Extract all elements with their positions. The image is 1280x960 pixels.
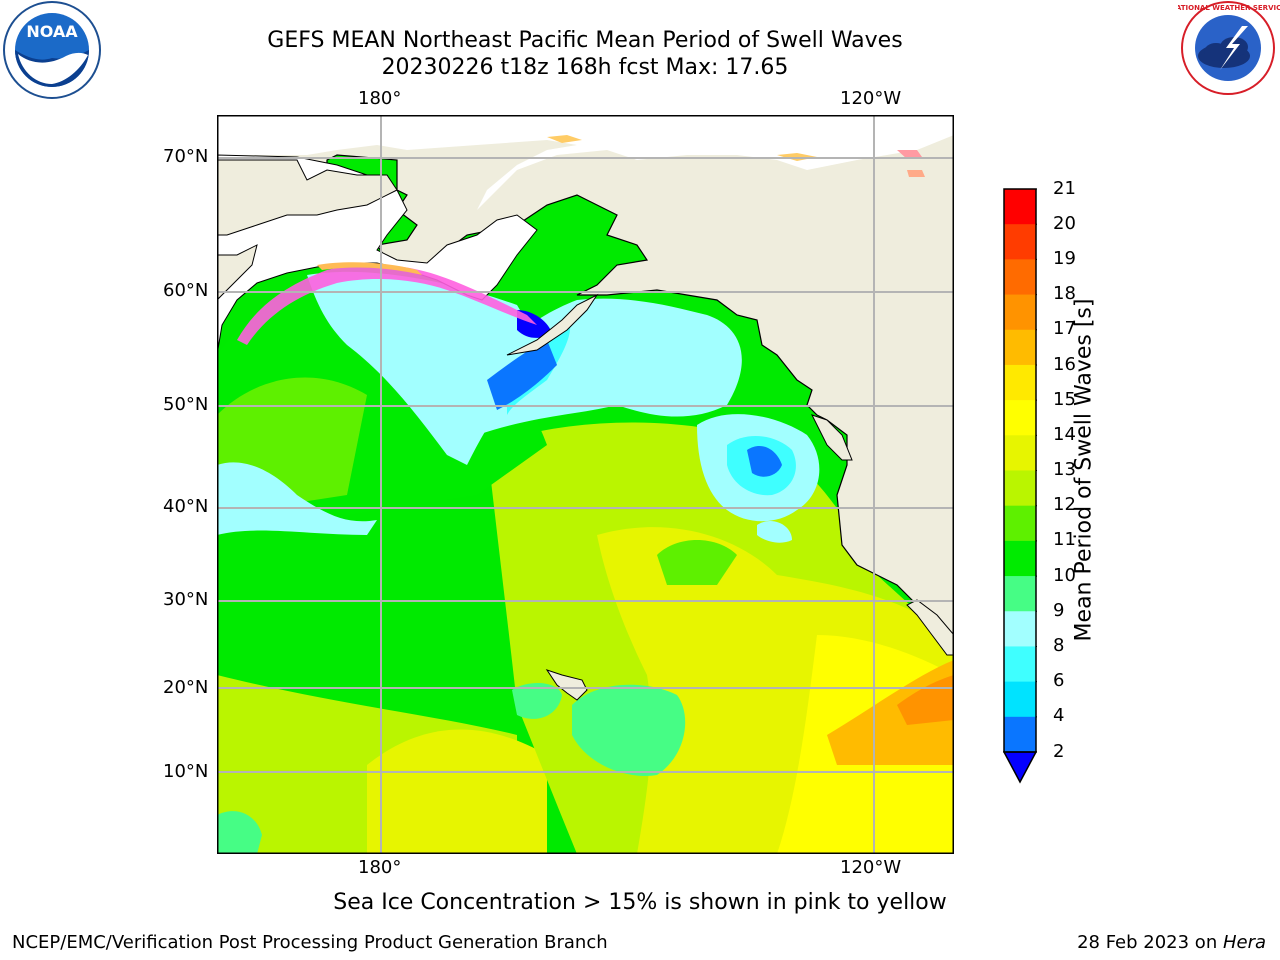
chart-title: GEFS MEAN Northeast Pacific Mean Period … bbox=[267, 28, 903, 53]
chart-subtitle: 20230226 t18z 168h fcst Max: 17.65 bbox=[381, 55, 789, 80]
colorbar-under-arrow bbox=[1002, 751, 1038, 784]
sea-ice-caption: Sea Ice Concentration > 15% is shown in … bbox=[333, 890, 947, 915]
colorbar-tick-14: 14 bbox=[1053, 424, 1076, 445]
colorbar-segment bbox=[1004, 716, 1036, 753]
lat-label-70n: 70°N bbox=[163, 146, 209, 167]
lat-label-50n: 50°N bbox=[163, 394, 209, 415]
colorbar-tick-20: 20 bbox=[1053, 213, 1076, 234]
colorbar-segment bbox=[1004, 224, 1036, 260]
colorbar-segment bbox=[1004, 646, 1036, 683]
colorbar-segment bbox=[1004, 681, 1036, 718]
colorbar-segment bbox=[1004, 364, 1036, 401]
colorbar-segment bbox=[1004, 189, 1036, 225]
nws-logo: NATIONAL WEATHER SERVICE bbox=[1170, 0, 1280, 100]
footer-host: Hera bbox=[1222, 932, 1266, 953]
colorbar-tick-13: 13 bbox=[1053, 459, 1076, 480]
colorbar-tick-10: 10 bbox=[1053, 565, 1076, 586]
lat-label-40n: 40°N bbox=[163, 496, 209, 517]
colorbar-segment bbox=[1004, 435, 1036, 471]
colorbar-segment bbox=[1004, 611, 1036, 647]
lon-label-bottom-120w: 120°W bbox=[840, 857, 902, 878]
footer-date-text: 28 Feb 2023 on bbox=[1077, 932, 1223, 953]
colorbar-segment bbox=[1004, 294, 1036, 331]
colorbar bbox=[1002, 188, 1038, 784]
colorbar-segment bbox=[1004, 259, 1036, 296]
lon-label-top-180: 180° bbox=[358, 88, 402, 109]
svg-text:NATIONAL WEATHER SERVICE: NATIONAL WEATHER SERVICE bbox=[1178, 4, 1280, 12]
lat-label-60n: 60°N bbox=[163, 280, 209, 301]
colorbar-tick-9: 9 bbox=[1053, 600, 1065, 621]
lon-label-bottom-180: 180° bbox=[358, 857, 402, 878]
colorbar-segment bbox=[1004, 576, 1036, 612]
noaa-logo: NOAA bbox=[0, 0, 104, 104]
colorbar-label: Mean Period of Swell Waves [s] bbox=[1071, 298, 1097, 642]
colorbar-tick-6: 6 bbox=[1053, 670, 1065, 691]
lat-label-30n: 30°N bbox=[163, 589, 209, 610]
colorbar-tick-12: 12 bbox=[1053, 494, 1076, 515]
colorbar-tick-18: 18 bbox=[1053, 283, 1076, 304]
colorbar-tick-16: 16 bbox=[1053, 354, 1076, 375]
sea-ice-fringe bbox=[237, 264, 537, 345]
svg-text:NOAA: NOAA bbox=[26, 22, 78, 41]
colorbar-segment bbox=[1004, 540, 1036, 577]
lat-label-20n: 20°N bbox=[163, 677, 209, 698]
colorbar-tick-17: 17 bbox=[1053, 318, 1076, 339]
colorbar-segment bbox=[1004, 329, 1036, 366]
colorbar-segment bbox=[1004, 400, 1036, 436]
graticule bbox=[217, 115, 954, 854]
colorbar-tick-8: 8 bbox=[1053, 635, 1065, 656]
colorbar-tick-21: 21 bbox=[1053, 178, 1076, 199]
colorbar-tick-19: 19 bbox=[1053, 248, 1076, 269]
hawaii-islands bbox=[545, 669, 588, 701]
lat-label-10n: 10°N bbox=[163, 761, 209, 782]
colorbar-tick-11: 11 bbox=[1053, 529, 1076, 550]
colorbar-tick-15: 15 bbox=[1053, 389, 1076, 410]
colorbar-tick-4: 4 bbox=[1053, 705, 1065, 726]
footer-date: 28 Feb 2023 on Hera bbox=[1077, 932, 1266, 953]
colorbar-tick-2: 2 bbox=[1053, 741, 1065, 762]
footer-branch: NCEP/EMC/Verification Post Processing Pr… bbox=[12, 932, 608, 953]
swell-period-map bbox=[217, 115, 954, 854]
colorbar-segment bbox=[1004, 470, 1036, 507]
lon-label-top-120w: 120°W bbox=[840, 88, 902, 109]
colorbar-segment bbox=[1004, 505, 1036, 542]
